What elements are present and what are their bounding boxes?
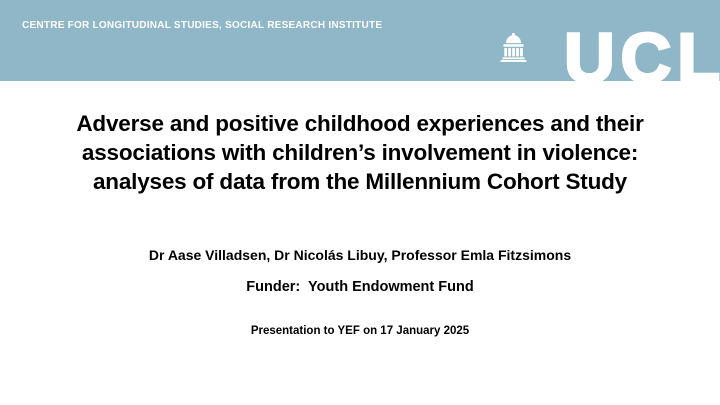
funder-line: Funder: Youth Endowment Fund bbox=[246, 279, 474, 295]
title-line-2: associations with children’s involvement… bbox=[81, 140, 639, 165]
title-line-3: analyses of data from the Millennium Coh… bbox=[92, 169, 627, 194]
authors-line: Dr Aase Villadsen, Dr Nicolás Libuy, Pro… bbox=[148, 247, 572, 263]
cls-banner-text: CENTRE FOR LONGITUDINAL STUDIES, SOCIAL … bbox=[22, 20, 383, 31]
slide-title: Adverse and positive childhood experienc… bbox=[0, 109, 720, 196]
ucl-logo-text: UCL bbox=[563, 19, 720, 82]
title-line-1: Adverse and positive childhood experienc… bbox=[76, 111, 644, 136]
ucl-portico-icon bbox=[500, 33, 527, 62]
presentation-date-line: Presentation to YEF on 17 January 2025 bbox=[250, 325, 470, 337]
header-band: CENTRE FOR LONGITUDINAL STUDIES, SOCIAL … bbox=[0, 0, 720, 81]
ucl-logo: UCL bbox=[500, 0, 720, 82]
